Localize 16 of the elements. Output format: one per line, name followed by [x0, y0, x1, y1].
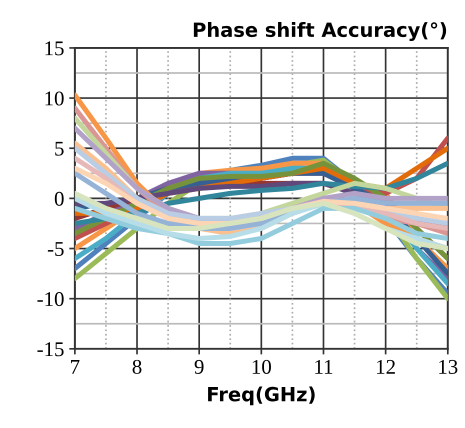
y-tick-label: -5 [48, 242, 64, 256]
y-tick-label: 15 [45, 41, 64, 56]
x-tick-label: 10 [252, 360, 271, 374]
chart-title: Phase shift Accuracy(°) [194, 22, 446, 42]
x-tick-label: 9 [194, 360, 204, 374]
y-tick-label: 10 [45, 91, 64, 106]
y-tick-label: 5 [55, 142, 64, 156]
x-tick-label: 11 [315, 360, 332, 374]
y-tick-label: -15 [37, 342, 64, 356]
x-tick-label: 7 [71, 360, 80, 374]
x-tick-label: 12 [377, 360, 395, 374]
y-tick-label: -10 [37, 292, 64, 306]
x-tick-label: 8 [132, 360, 142, 374]
y-tick-label: 0 [54, 192, 64, 206]
x-tick-label: 13 [439, 360, 458, 374]
x-axis-title: Freq(GHz) [208, 386, 315, 406]
